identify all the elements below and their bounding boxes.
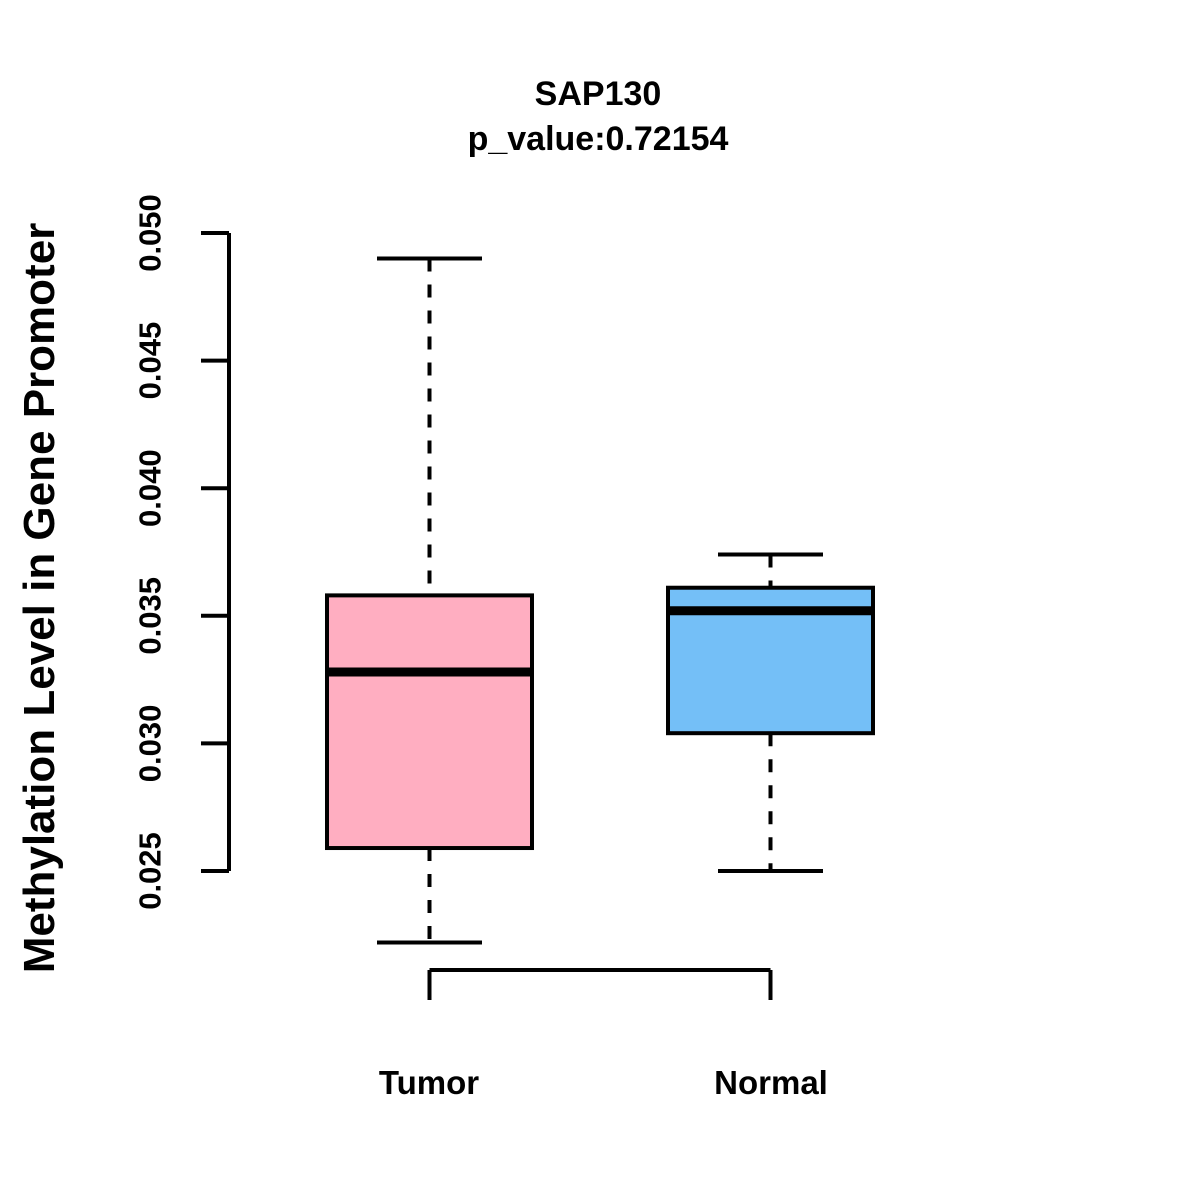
- y-axis-tick-label: 0.050: [133, 194, 168, 272]
- tumor-box: [325, 593, 534, 851]
- y-axis-tick-label: 0.025: [133, 832, 168, 910]
- x-category-label-tumor: Tumor: [378, 1064, 480, 1101]
- chart-title: SAP130: [534, 75, 662, 113]
- y-axis-tick-label: 0.045: [133, 322, 168, 400]
- chart-subtitle-pvalue: p_value:0.72154: [467, 120, 729, 158]
- x-category-label-normal: Normal: [714, 1064, 828, 1101]
- y-axis-tick-label: 0.035: [133, 577, 168, 655]
- y-axis-tick-label: 0.040: [133, 449, 168, 527]
- y-axis-tick-label: 0.030: [133, 705, 168, 783]
